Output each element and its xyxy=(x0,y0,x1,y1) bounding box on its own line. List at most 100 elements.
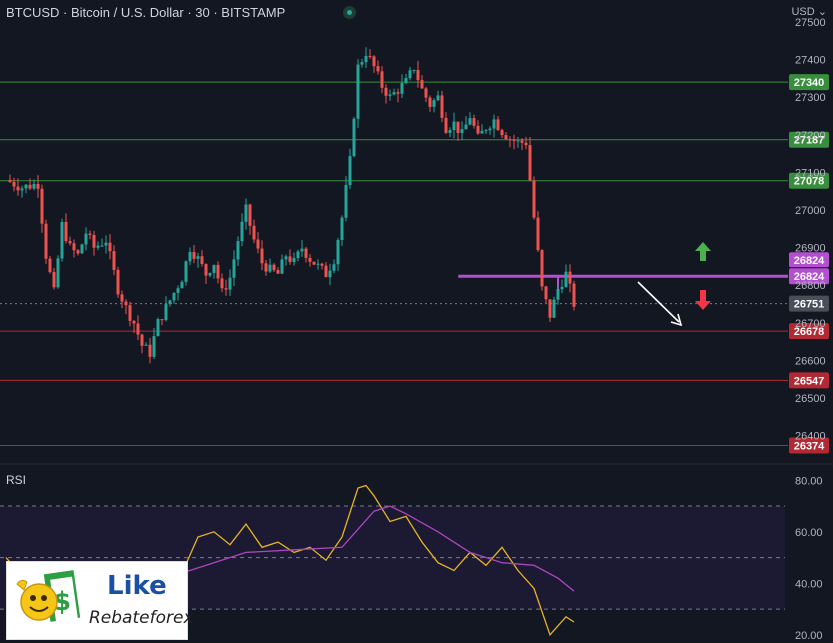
candle-body xyxy=(392,92,396,95)
candle-body xyxy=(572,283,576,307)
price-axis: 26400 26500 26600 26700 26800 26900 27000 27100… xyxy=(0,17,833,465)
candle-body xyxy=(348,156,352,185)
candle-body xyxy=(156,319,160,337)
candle-body xyxy=(320,263,324,266)
price-tick-label: 27300 xyxy=(795,92,826,104)
candle-body xyxy=(92,234,96,248)
price-tick-label: 26900 xyxy=(795,243,826,255)
candle-body xyxy=(128,305,132,321)
candle-body xyxy=(68,241,72,244)
candle-body xyxy=(264,263,268,272)
rsi-tick-label: 80.00 xyxy=(795,475,823,487)
candle-body xyxy=(188,252,192,262)
candle-body xyxy=(428,97,432,107)
candle-body xyxy=(416,70,420,81)
candle-body xyxy=(452,121,456,131)
candle-body xyxy=(260,248,264,264)
trend-arrow-head xyxy=(670,313,683,327)
candle-body xyxy=(508,139,512,141)
candle-body xyxy=(288,256,292,262)
candle-body xyxy=(396,92,400,94)
price-tick-label: 27400 xyxy=(795,55,826,67)
candle-body xyxy=(472,118,476,126)
currency-label: USD xyxy=(791,6,815,18)
pivot-badge-top xyxy=(789,252,829,268)
candle-body xyxy=(344,184,348,218)
level-badge xyxy=(789,268,829,285)
candle-body xyxy=(368,55,372,57)
candle-body xyxy=(132,320,136,324)
candle-body xyxy=(284,256,288,260)
candle-body xyxy=(64,221,68,242)
chevron-down-icon: ⌄ xyxy=(817,6,827,18)
candle-body xyxy=(484,130,488,132)
level-badge xyxy=(789,172,829,189)
candle-body xyxy=(200,256,204,264)
candle-body xyxy=(308,257,312,262)
price-tick-label: 27000 xyxy=(795,205,826,217)
level-badge xyxy=(789,323,829,340)
candle-body xyxy=(352,118,356,157)
pivot-label-top: 26824 xyxy=(794,255,825,267)
candle-body xyxy=(328,270,332,278)
candle-body xyxy=(376,66,380,72)
currency-selector[interactable]: USD ⌄ xyxy=(791,5,827,18)
candle-body xyxy=(232,259,236,278)
candle-body xyxy=(52,272,56,288)
arrow-down-icon xyxy=(695,290,711,310)
candle-body xyxy=(324,265,328,278)
candle-body xyxy=(140,334,144,346)
candle-body xyxy=(400,83,404,94)
candle-body xyxy=(224,288,228,290)
candle-body xyxy=(276,270,280,274)
candle-body xyxy=(272,264,276,271)
candle-body xyxy=(76,250,80,254)
candle-body xyxy=(300,248,304,252)
candle-body xyxy=(56,258,60,288)
candle-body xyxy=(36,183,40,189)
level-badge xyxy=(789,372,829,389)
candle-body xyxy=(404,78,408,84)
candle-body xyxy=(548,299,552,318)
svg-text:$: $ xyxy=(53,587,71,617)
candle-body xyxy=(240,221,244,242)
candle-body xyxy=(420,80,424,89)
candle-body xyxy=(296,251,300,259)
candle-body xyxy=(160,319,164,321)
candle-body xyxy=(120,294,124,302)
watermark-logo: $ Like Rebateforex xyxy=(6,561,194,640)
price-tick-label: 27100 xyxy=(795,167,826,179)
level-label: 27340 xyxy=(794,77,825,89)
candle-body xyxy=(336,239,340,265)
level-label: 26678 xyxy=(794,326,825,338)
candle-body xyxy=(364,55,368,63)
candle-body xyxy=(236,241,240,260)
candle-body xyxy=(520,140,524,143)
candle-body xyxy=(512,139,516,141)
candle-body xyxy=(60,221,64,259)
candle-body xyxy=(568,271,572,284)
arrow-up-icon xyxy=(695,242,711,261)
price-tick-label: 26400 xyxy=(795,431,826,443)
candle-body xyxy=(480,130,484,134)
candlestick-series xyxy=(8,47,576,364)
candle-body xyxy=(268,264,272,272)
rsi-tick-label: 60.00 xyxy=(795,527,823,539)
price-tick-label: 27500 xyxy=(795,17,826,29)
candle-body xyxy=(536,217,540,251)
candle-body xyxy=(468,118,472,125)
candle-body xyxy=(28,184,32,189)
candle-body xyxy=(148,344,152,357)
candle-body xyxy=(152,336,156,357)
candle-body xyxy=(96,245,100,248)
candle-body xyxy=(312,261,316,265)
candle-body xyxy=(252,225,256,240)
candle-body xyxy=(304,248,308,258)
candle-body xyxy=(280,259,284,274)
candle-body xyxy=(524,142,528,146)
candle-body xyxy=(332,264,336,271)
candle-body xyxy=(360,62,364,65)
candle-body xyxy=(144,344,148,346)
candle-body xyxy=(108,242,112,252)
